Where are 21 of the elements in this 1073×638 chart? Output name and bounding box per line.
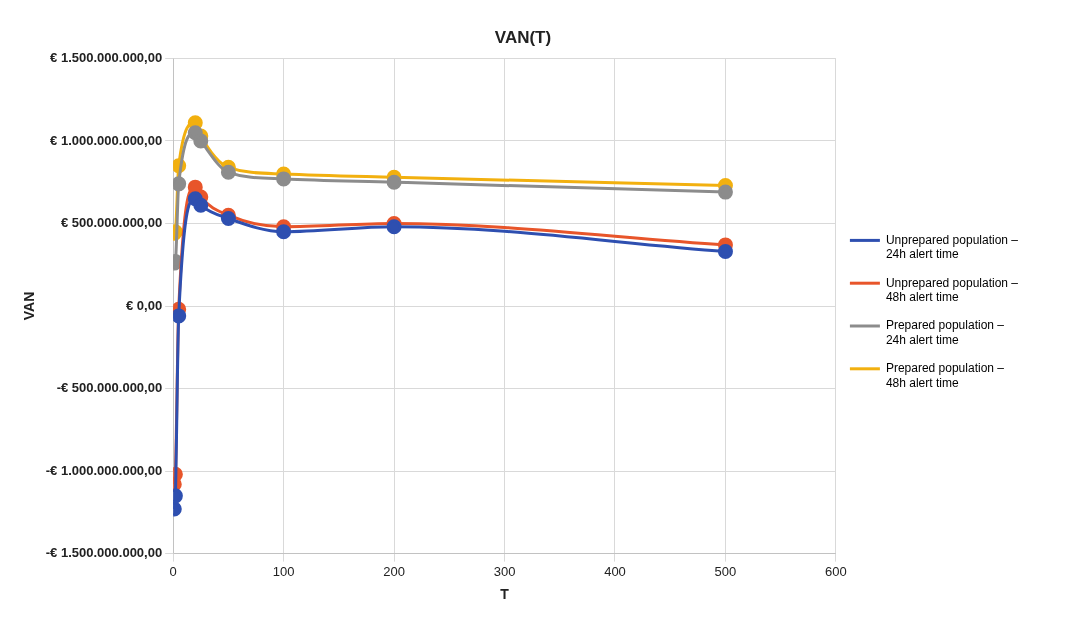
y-tick-label: € 1.000.000.000,00 [50, 132, 163, 148]
y-tick-label: -€ 1.000.000.000,00 [45, 462, 163, 478]
y-tick-label: € 0,00 [126, 297, 163, 313]
x-tick-label: 500 [714, 563, 737, 579]
legend-label: Unprepared population – 24h alert time [885, 232, 1019, 262]
y-tick-label: € 1.500.000.000,00 [50, 49, 163, 65]
x-axis-title: T [500, 586, 510, 603]
legend-label: Prepared population – 48h alert time [885, 361, 1005, 390]
x-tick-label: 0 [169, 563, 177, 579]
y-tick-label: -€ 1.500.000.000,00 [45, 545, 163, 561]
y-tick-label: € 500.000.000,00 [60, 215, 163, 231]
x-tick-label: 600 [825, 563, 847, 579]
legend-label: Unprepared population – 48h alert time [885, 275, 1019, 304]
x-tick-label: 200 [383, 563, 405, 579]
x-tick-label: 100 [272, 563, 295, 579]
y-tick-label: -€ 500.000.000,00 [56, 380, 163, 396]
x-tick-label: 400 [604, 563, 626, 579]
y-axis-title: VAN [21, 291, 38, 321]
legend-label: Prepared population – 24h alert time [885, 318, 1005, 347]
x-tick-label: 300 [493, 563, 516, 579]
chart-title: VAN(T) [494, 27, 552, 47]
